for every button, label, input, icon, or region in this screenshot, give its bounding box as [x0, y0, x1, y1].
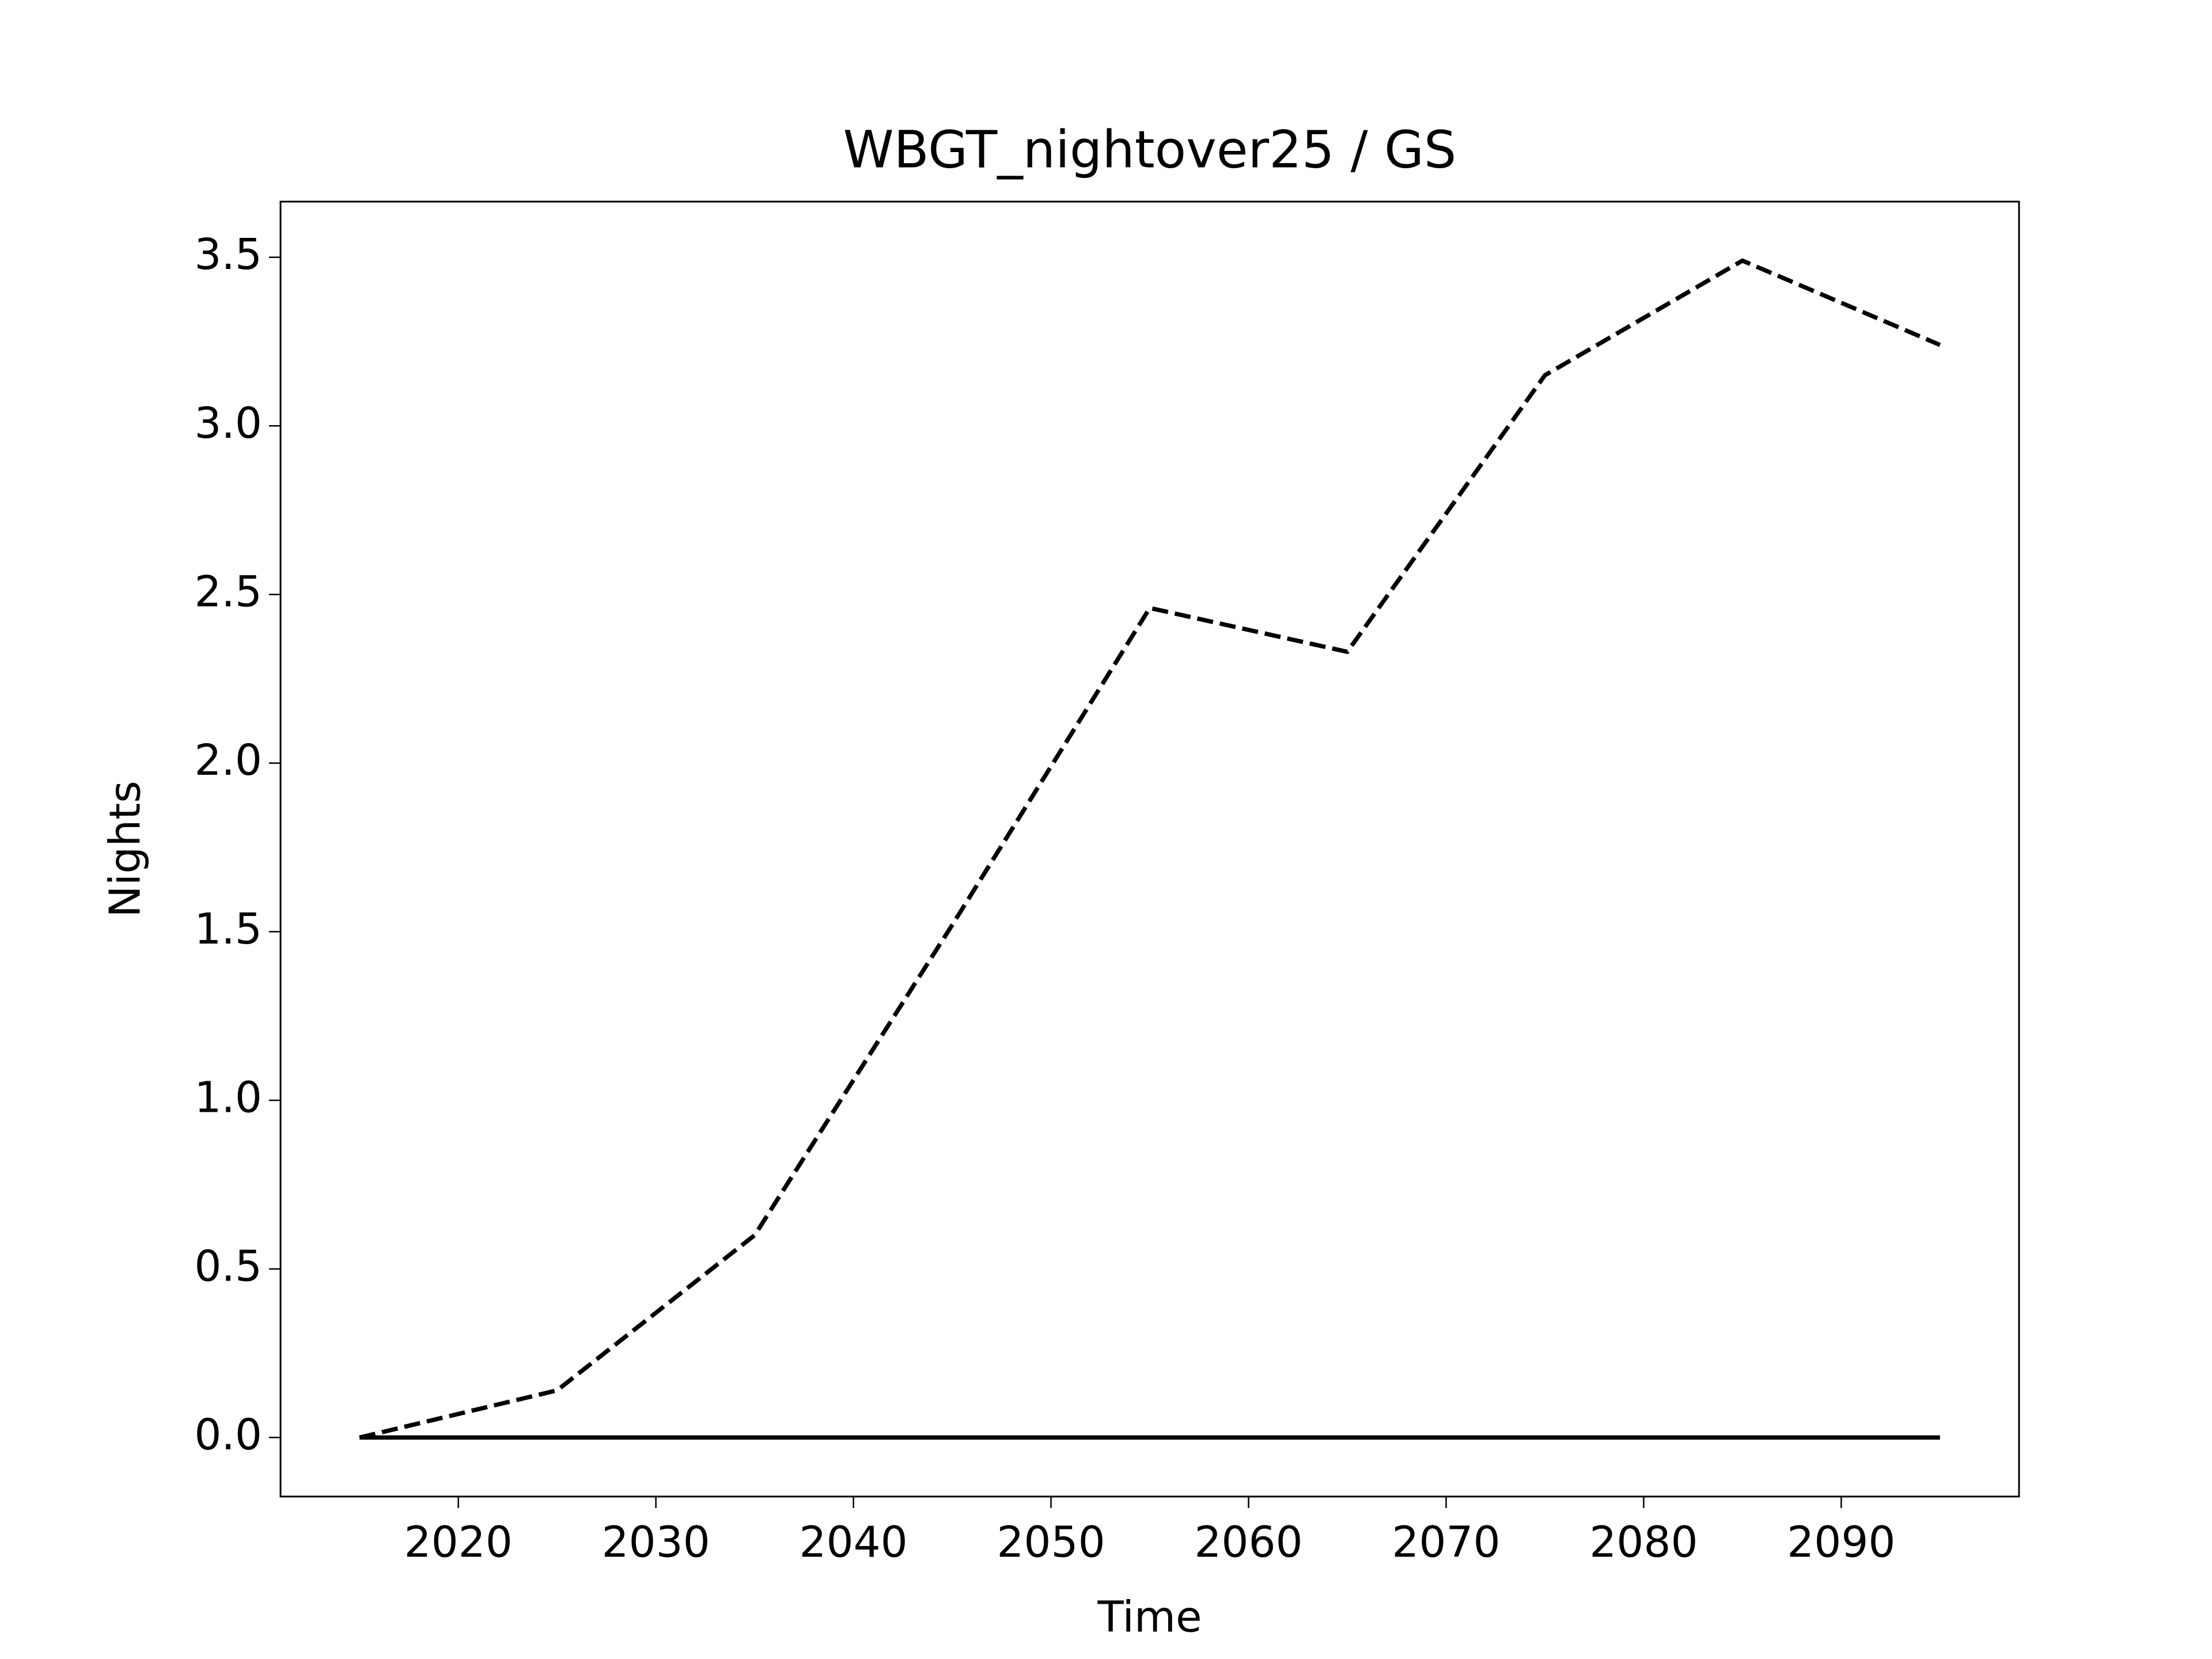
- x-axis-label: Time: [1097, 1593, 1202, 1642]
- chart-title: WBGT_nightover25 / GS: [843, 119, 1457, 179]
- y-tick-label: 1.5: [194, 904, 262, 954]
- x-tick-label: 2070: [1392, 1518, 1500, 1567]
- series-line: [359, 258, 1941, 1440]
- x-tick-label: 2050: [997, 1518, 1105, 1567]
- y-tick-label: 2.5: [194, 567, 262, 617]
- x-tick-label: 2080: [1589, 1518, 1698, 1567]
- plot-frame: [279, 200, 2020, 1498]
- y-tick-label: 0.5: [194, 1241, 262, 1291]
- y-tick-label: 0.0: [194, 1410, 262, 1460]
- y-tick-label: 3.0: [194, 399, 262, 448]
- y-tick-label: 2.0: [194, 736, 262, 785]
- y-tick-label: 1.0: [194, 1073, 262, 1123]
- x-tick-label: 2060: [1194, 1518, 1302, 1567]
- y-tick-label: 3.5: [194, 230, 262, 279]
- x-tick-label: 2030: [601, 1518, 710, 1567]
- y-axis-label: Nights: [101, 781, 150, 917]
- x-tick-label: 2020: [404, 1518, 512, 1567]
- x-tick-label: 2090: [1787, 1518, 1895, 1567]
- x-tick-label: 2040: [799, 1518, 907, 1567]
